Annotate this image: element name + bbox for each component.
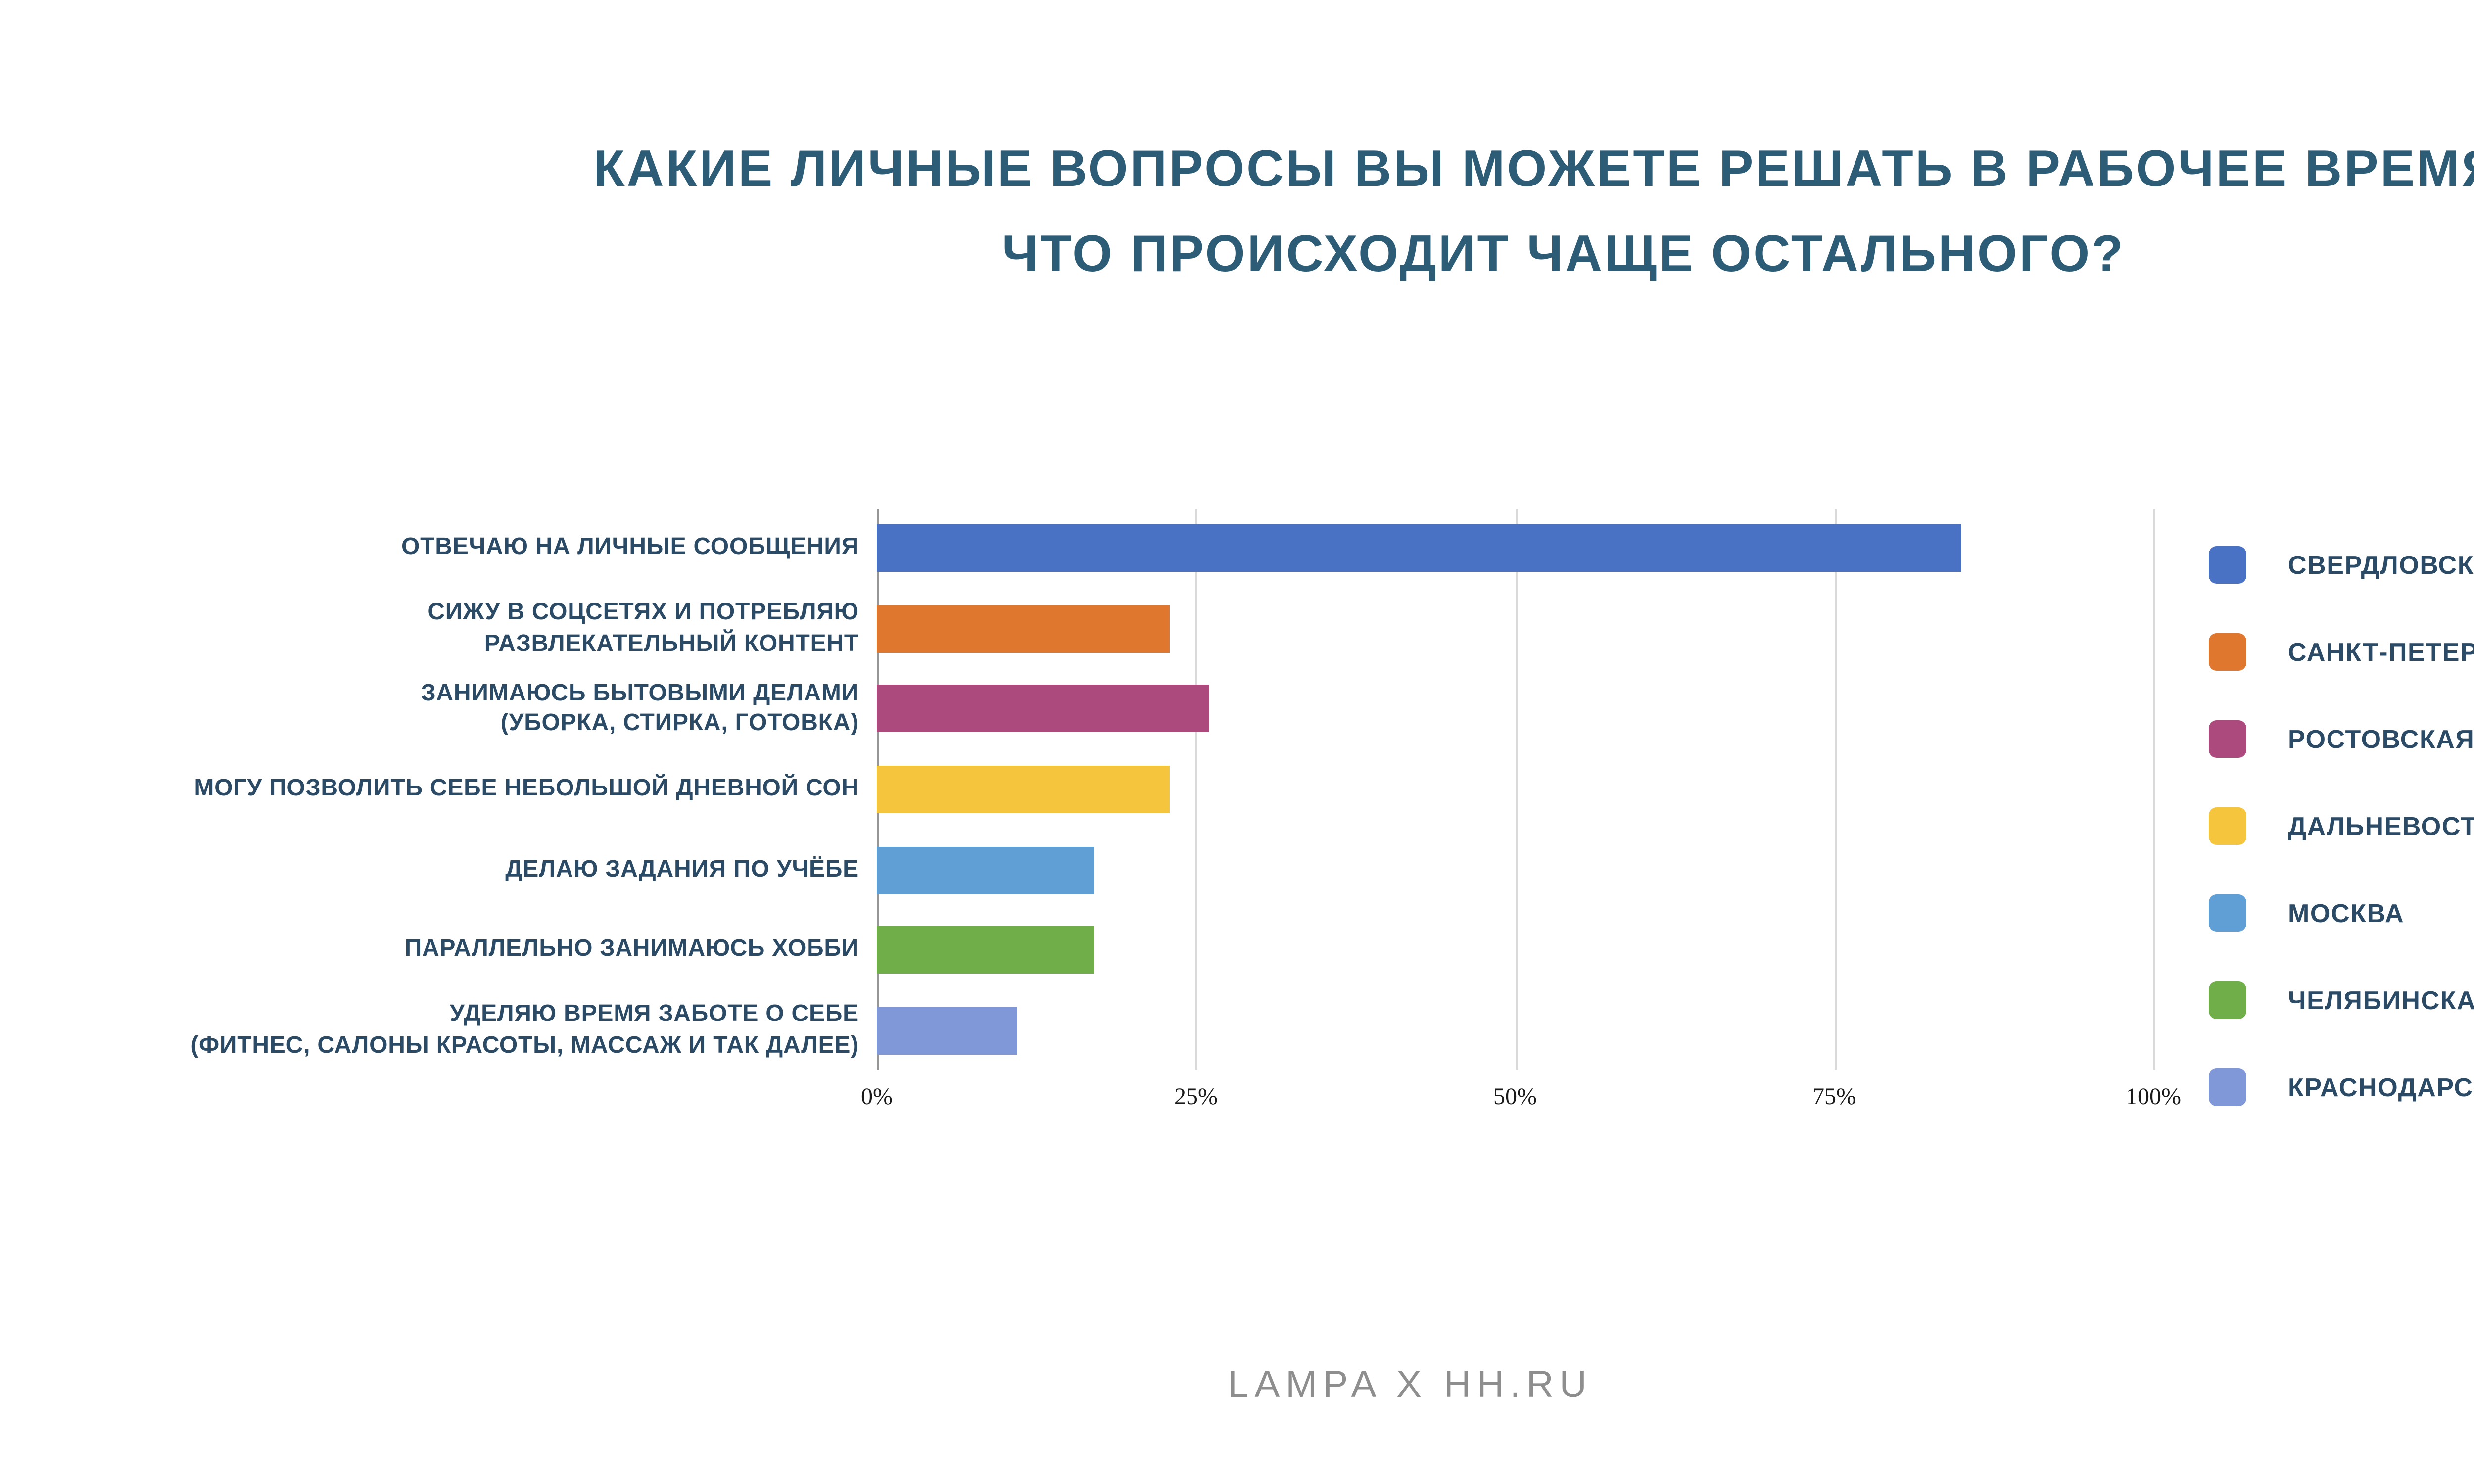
- legend-label: РОСТОВСКАЯ ОБЛАСТЬ: [2288, 723, 2474, 753]
- bar-area: [877, 910, 2153, 990]
- legend-item: КРАСНОДАРСКИЙ КРАЙ: [2209, 1043, 2474, 1130]
- legend-swatch: [2209, 1067, 2246, 1105]
- bar-area: [877, 830, 2153, 910]
- legend-swatch: [2209, 719, 2246, 757]
- bar-7: [877, 1007, 1017, 1054]
- bar-row: ОТВЕЧАЮ НА ЛИЧНЫЕ СООБЩЕНИЯ: [59, 509, 2153, 589]
- gridline: [1834, 509, 1836, 1070]
- legend-label: ДАЛЬНЕВОСТОЧНЫЙ ФО: [2288, 810, 2474, 840]
- legend-swatch: [2209, 632, 2246, 670]
- chart-title-line1: КАКИЕ ЛИЧНЫЕ ВОПРОСЫ ВЫ МОЖЕТЕ РЕШАТЬ В …: [593, 139, 2474, 198]
- category-label: ПАРАЛЛЕЛЬНО ЗАНИМАЮСЬ ХОББИ: [404, 934, 859, 963]
- bar-area: [877, 589, 2153, 669]
- gridline: [1196, 509, 1198, 1070]
- bar-1: [877, 525, 1962, 573]
- category-label: ДЕЛАЮ ЗАДАНИЯ ПО УЧЁБЕ: [505, 854, 859, 882]
- legend-label: КРАСНОДАРСКИЙ КРАЙ: [2288, 1071, 2474, 1101]
- legend-item: ЧЕЛЯБИНСКАЯ ОБЛАСТЬ: [2209, 956, 2474, 1043]
- bar-row: ПАРАЛЛЕЛЬНО ЗАНИМАЮСЬ ХОББИ: [59, 910, 2153, 990]
- legend: СВЕРДЛОВСКАЯ ОБЛАСТЬ САНКТ-ПЕТЕРБУРГ РОСТО…: [2209, 520, 2474, 1130]
- legend-item: РОСТОВСКАЯ ОБЛАСТЬ: [2209, 695, 2474, 782]
- bar-area: [877, 990, 2153, 1070]
- legend-label: СВЕРДЛОВСКАЯ ОБЛАСТЬ: [2288, 549, 2474, 579]
- chart-title: КАКИЕ ЛИЧНЫЕ ВОПРОСЫ ВЫ МОЖЕТЕ РЕШАТЬ В …: [307, 127, 2474, 297]
- x-tick-label: 50%: [1493, 1082, 1537, 1110]
- x-tick-label: 100%: [2126, 1082, 2181, 1110]
- legend-swatch: [2209, 806, 2246, 844]
- bar-row: СИЖУ В СОЦСЕТЯХ И ПОТРЕБЛЯЮ РАЗВЛЕКАТЕЛЬ…: [59, 589, 2153, 669]
- legend-item: САНКТ-ПЕТЕРБУРГ: [2209, 607, 2474, 695]
- legend-swatch: [2209, 980, 2246, 1018]
- category-label: СИЖУ В СОЦСЕТЯХ И ПОТРЕБЛЯЮ РАЗВЛЕКАТЕЛЬ…: [428, 598, 859, 657]
- legend-item: ДАЛЬНЕВОСТОЧНЫЙ ФО: [2209, 782, 2474, 869]
- x-tick-label: 75%: [1812, 1082, 1856, 1110]
- bar-4: [877, 766, 1171, 814]
- legend-swatch: [2209, 893, 2246, 931]
- bar-area: [877, 509, 2153, 589]
- bar-3: [877, 685, 1209, 733]
- bar-row: ДЕЛАЮ ЗАДАНИЯ ПО УЧЁБЕ: [59, 830, 2153, 910]
- footer-brand: LAMPA X HH.RU: [1228, 1365, 1593, 1407]
- legend-item: СВЕРДЛОВСКАЯ ОБЛАСТЬ: [2209, 520, 2474, 607]
- x-tick-label: 0%: [861, 1082, 893, 1110]
- legend-label: МОСКВА: [2288, 897, 2405, 927]
- legend-label: САНКТ-ПЕТЕРБУРГ: [2288, 636, 2474, 666]
- chart-title-line2: ЧТО ПРОИСХОДИТ ЧАЩЕ ОСТАЛЬНОГО?: [1002, 224, 2125, 283]
- category-label: ОТВЕЧАЮ НА ЛИЧНЫЕ СООБЩЕНИЯ: [401, 533, 859, 561]
- gridline: [2153, 509, 2155, 1070]
- legend-swatch: [2209, 545, 2246, 583]
- bar-6: [877, 926, 1094, 974]
- gridline: [1515, 509, 1517, 1070]
- x-axis: 0% 25% 50% 75% 100%: [861, 1082, 2181, 1114]
- bar-chart: ОТВЕЧАЮ НА ЛИЧНЫЕ СООБЩЕНИЯ СИЖУ В СОЦСЕТ…: [59, 509, 2181, 1110]
- bar-rows: ОТВЕЧАЮ НА ЛИЧНЫЕ СООБЩЕНИЯ СИЖУ В СОЦСЕТ…: [59, 509, 2153, 1070]
- legend-label: ЧЕЛЯБИНСКАЯ ОБЛАСТЬ: [2288, 984, 2474, 1014]
- bar-area: [877, 669, 2153, 749]
- x-tick-label: 25%: [1174, 1082, 1218, 1110]
- category-label: МОГУ ПОЗВОЛИТЬ СЕБЕ НЕБОЛЬШОЙ ДНЕВНОЙ СО…: [194, 774, 859, 802]
- category-label: ЗАНИМАЮСЬ БЫТОВЫМИ ДЕЛАМИ (УБОРКА, СТИРК…: [421, 678, 859, 737]
- bar-row: МОГУ ПОЗВОЛИТЬ СЕБЕ НЕБОЛЬШОЙ ДНЕВНОЙ СО…: [59, 749, 2153, 830]
- bar-row: УДЕЛЯЮ ВРЕМЯ ЗАБОТЕ О СЕБЕ (ФИТНЕС, САЛО…: [59, 990, 2153, 1070]
- bar-5: [877, 846, 1094, 894]
- bar-area: [877, 749, 2153, 830]
- legend-item: МОСКВА: [2209, 869, 2474, 956]
- category-label: УДЕЛЯЮ ВРЕМЯ ЗАБОТЕ О СЕБЕ (ФИТНЕС, САЛО…: [190, 999, 859, 1058]
- bar-2: [877, 605, 1171, 653]
- bar-row: ЗАНИМАЮСЬ БЫТОВЫМИ ДЕЛАМИ (УБОРКА, СТИРК…: [59, 669, 2153, 749]
